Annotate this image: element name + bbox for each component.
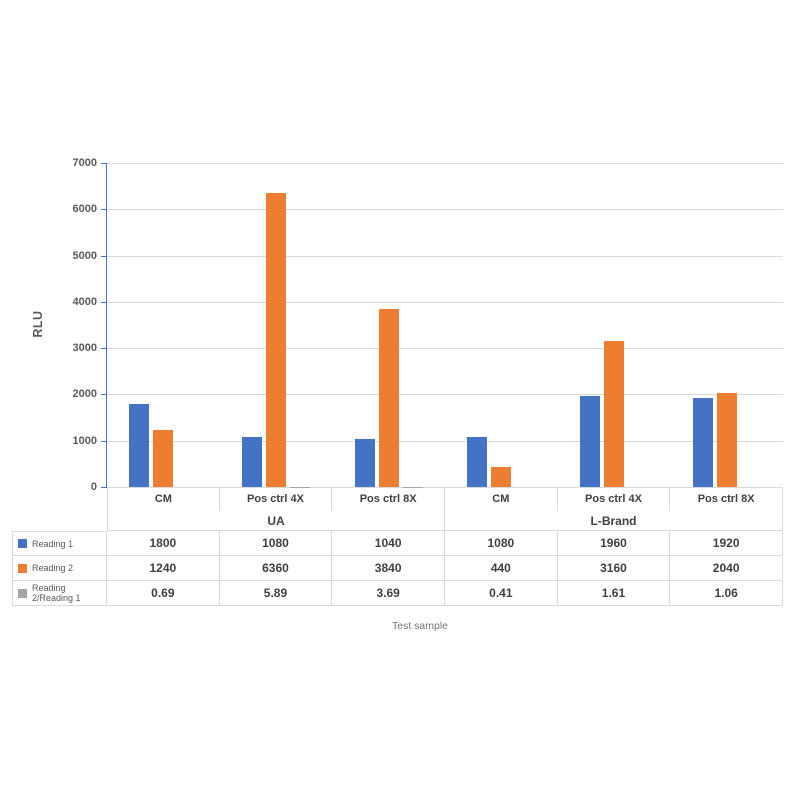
gridline-7000 bbox=[107, 163, 783, 164]
table-cell-r1-c4: 3160 bbox=[557, 556, 671, 581]
bar-reading-2-4 bbox=[604, 340, 624, 487]
bar-reading-1-3 bbox=[467, 437, 488, 487]
y-tick-3000 bbox=[101, 348, 107, 350]
gridline-5000 bbox=[107, 255, 783, 257]
bar-reading-1-4 bbox=[580, 396, 600, 487]
y-tick-4000 bbox=[101, 301, 107, 303]
gridline-2000 bbox=[107, 394, 783, 396]
table-row-legend-0: Reading 1 bbox=[12, 531, 107, 556]
table-cell-r2-c2: 3.69 bbox=[332, 581, 445, 606]
legend-label-0: Reading 1 bbox=[32, 538, 74, 549]
table-header-category-3: CM bbox=[445, 487, 558, 511]
table-header-category-1: Pos ctrl 4X bbox=[220, 487, 333, 511]
table-cell-r0-c3: 1080 bbox=[445, 531, 558, 556]
bar-reading-1-2 bbox=[354, 438, 375, 487]
legend-swatch-1 bbox=[18, 563, 27, 573]
bar-reading-2-0 bbox=[153, 429, 174, 487]
y-tick-1000 bbox=[101, 440, 107, 442]
bar-reading-1-0 bbox=[129, 403, 150, 487]
legend-swatch-0 bbox=[18, 539, 27, 548]
gridline-1000 bbox=[107, 440, 783, 442]
bar-reading-1-5 bbox=[692, 398, 713, 487]
table-cell-r2-c5: 1.06 bbox=[670, 581, 783, 606]
y-tick-label-2000: 2000 bbox=[72, 388, 97, 401]
y-tick-label-4000: 4000 bbox=[72, 295, 97, 308]
bar-reading-2-5 bbox=[716, 392, 737, 487]
table-cell-r1-c1: 6360 bbox=[219, 556, 333, 581]
y-tick-label-1000: 1000 bbox=[72, 434, 97, 447]
y-tick-label-7000: 7000 bbox=[72, 157, 97, 169]
table-cell-r0-c1: 1080 bbox=[219, 531, 333, 556]
table-header-group-1: L-Brand bbox=[445, 511, 783, 531]
table-header-category-4: Pos ctrl 4X bbox=[558, 487, 671, 511]
y-tick-0 bbox=[101, 487, 107, 488]
table-header-group-0: UA bbox=[107, 511, 445, 531]
gridline-3000 bbox=[107, 348, 783, 350]
y-tick-7000 bbox=[101, 163, 107, 164]
table-cell-r0-c4: 1960 bbox=[557, 531, 671, 556]
y-tick-label-6000: 6000 bbox=[72, 203, 97, 216]
table-cell-r0-c5: 1920 bbox=[670, 531, 783, 556]
table-header-category-5: Pos ctrl 8X bbox=[670, 487, 783, 511]
y-tick-6000 bbox=[101, 209, 107, 211]
gridline-0 bbox=[107, 487, 783, 488]
table-header-category-2: Pos ctrl 8X bbox=[332, 487, 445, 511]
table-cell-r1-c3: 440 bbox=[445, 556, 558, 581]
table-row-legend-1: Reading 2 bbox=[12, 556, 107, 581]
gridline-6000 bbox=[107, 209, 783, 211]
bar-reading-2-1 bbox=[266, 192, 286, 487]
bar-reading-2-2 bbox=[378, 309, 399, 487]
y-tick-label-5000: 5000 bbox=[72, 249, 97, 262]
y-axis-line bbox=[106, 163, 107, 487]
bar-reading-1-1 bbox=[242, 437, 262, 487]
y-tick-2000 bbox=[101, 394, 107, 396]
legend-label-2: Reading 2/Reading 1 bbox=[32, 583, 81, 603]
table-cell-r1-c5: 2040 bbox=[670, 556, 783, 581]
bar-reading-2-3 bbox=[491, 466, 512, 487]
y-tick-label-3000: 3000 bbox=[72, 342, 97, 355]
table-row-legend-2: Reading 2/Reading 1 bbox=[12, 581, 107, 606]
table-header-category-0: CM bbox=[107, 487, 220, 511]
legend-label-1: Reading 2 bbox=[32, 563, 74, 573]
table-cell-r0-c0: 1800 bbox=[107, 531, 220, 556]
table-cell-r1-c2: 3840 bbox=[332, 556, 445, 581]
table-cell-r2-c0: 0.69 bbox=[107, 581, 220, 606]
table-cell-r2-c4: 1.61 bbox=[557, 581, 671, 606]
y-tick-5000 bbox=[101, 255, 107, 257]
table-cell-r2-c3: 0.41 bbox=[445, 581, 558, 606]
gridline-4000 bbox=[107, 301, 783, 303]
y-tick-label-0: 0 bbox=[90, 481, 97, 493]
table-cell-r0-c2: 1040 bbox=[332, 531, 445, 556]
table-cell-r2-c1: 5.89 bbox=[219, 581, 333, 606]
x-axis-title: Test sample bbox=[391, 620, 449, 632]
table-cell-r1-c0: 1240 bbox=[107, 556, 220, 581]
y-axis-title: RLU bbox=[31, 310, 45, 338]
legend-swatch-2 bbox=[18, 588, 27, 598]
